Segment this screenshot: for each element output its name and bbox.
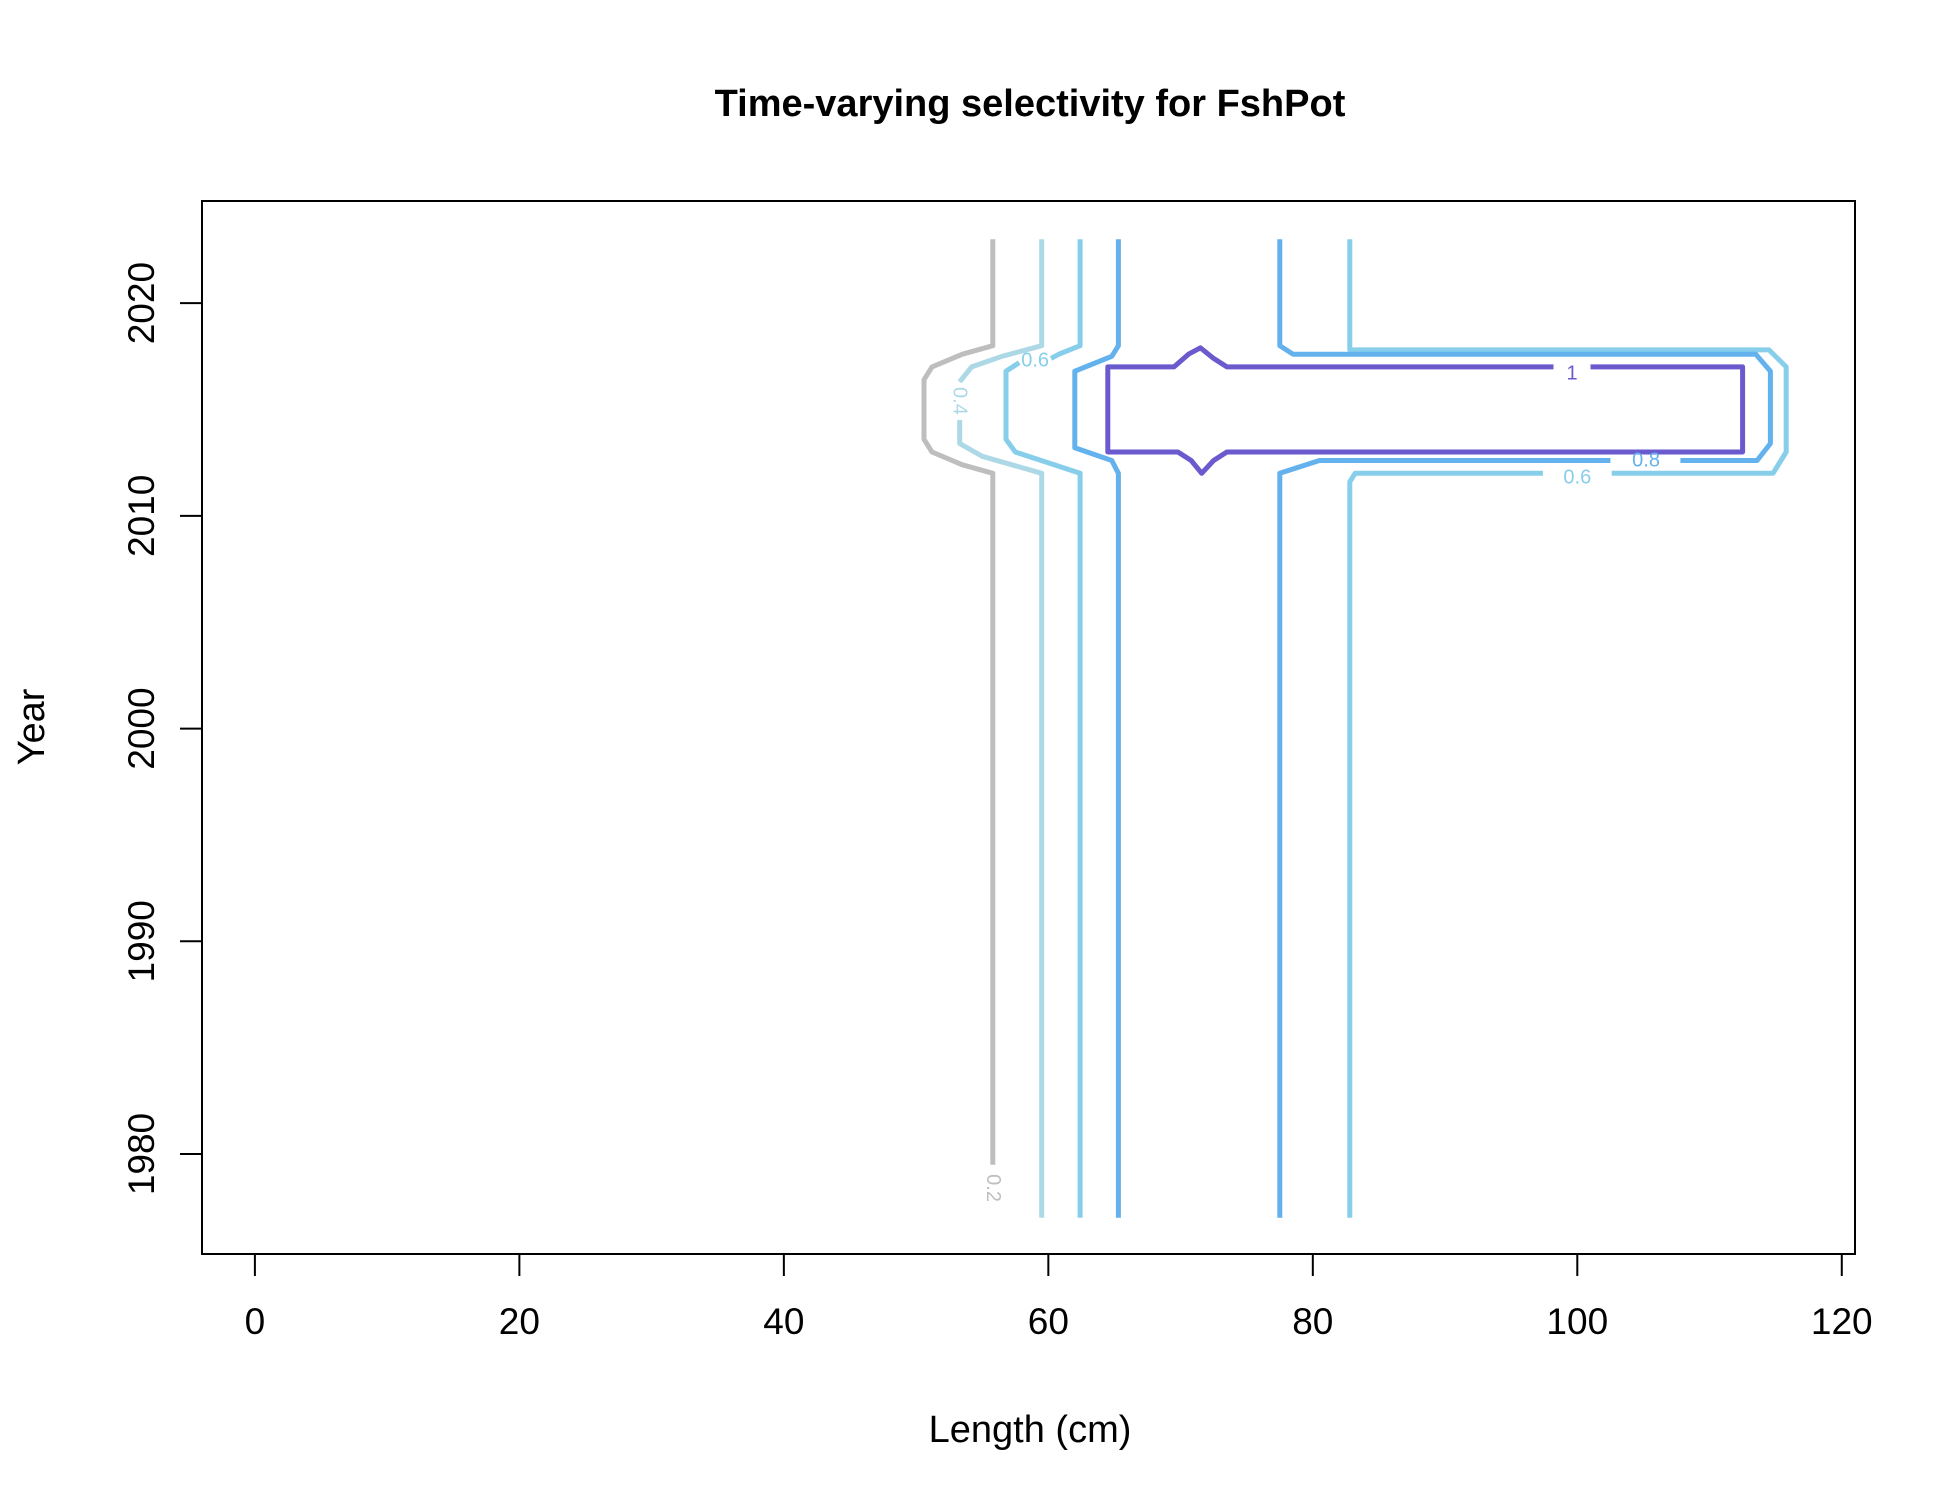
contour-label-0-6: 0.6 xyxy=(1563,467,1591,489)
contour-line-0-4 xyxy=(957,420,1045,1218)
x-tick-label: 40 xyxy=(763,1301,804,1342)
contour-line-0-6 xyxy=(1347,239,1789,476)
y-axis-label: Year xyxy=(11,688,53,765)
y-tick-label: 1990 xyxy=(121,900,162,982)
y-tick-label: 2010 xyxy=(121,475,162,557)
contour-line-0-6 xyxy=(1049,239,1083,361)
contour-label-0-2: 0.2 xyxy=(982,1174,1004,1202)
contour-line-0-8 xyxy=(1072,239,1121,1218)
x-tick-label: 20 xyxy=(499,1301,540,1342)
contour-label-1: 1 xyxy=(1566,362,1577,384)
x-tick-label: 0 xyxy=(245,1301,266,1342)
contour-line-0-6 xyxy=(1347,470,1543,1218)
contour-labels: 0.2 0.4 0.6 0.6 0.8 1 xyxy=(949,350,1660,1202)
x-tick-label: 120 xyxy=(1811,1301,1873,1342)
contour-line-0-8 xyxy=(1277,458,1611,1218)
x-axis-label: Length (cm) xyxy=(929,1409,1132,1451)
contour-label-0-6: 0.6 xyxy=(1021,350,1049,372)
x-axis: 0 20 40 60 80 100 120 xyxy=(245,1253,1873,1342)
contour-line-0-4 xyxy=(957,239,1045,384)
y-tick-label: 2020 xyxy=(121,262,162,344)
y-axis: 1980 1990 2000 2010 2020 xyxy=(121,262,202,1195)
contour-line-0-6 xyxy=(1003,360,1083,1218)
x-tick-label: 80 xyxy=(1292,1301,1333,1342)
x-tick-label: 100 xyxy=(1546,1301,1608,1342)
contour-line-1 xyxy=(1105,345,1746,476)
contour-label-0-4: 0.4 xyxy=(949,387,971,415)
contour-label-0-8: 0.8 xyxy=(1632,450,1660,472)
contour-lines xyxy=(921,239,1789,1218)
contour-line-0-8 xyxy=(1277,239,1773,463)
y-tick-label: 1980 xyxy=(121,1113,162,1195)
y-tick-label: 2000 xyxy=(121,687,162,769)
chart-title: Time-varying selectivity for FshPot xyxy=(715,83,1346,125)
x-tick-label: 60 xyxy=(1028,1301,1069,1342)
contour-line-0-2 xyxy=(921,239,996,1165)
